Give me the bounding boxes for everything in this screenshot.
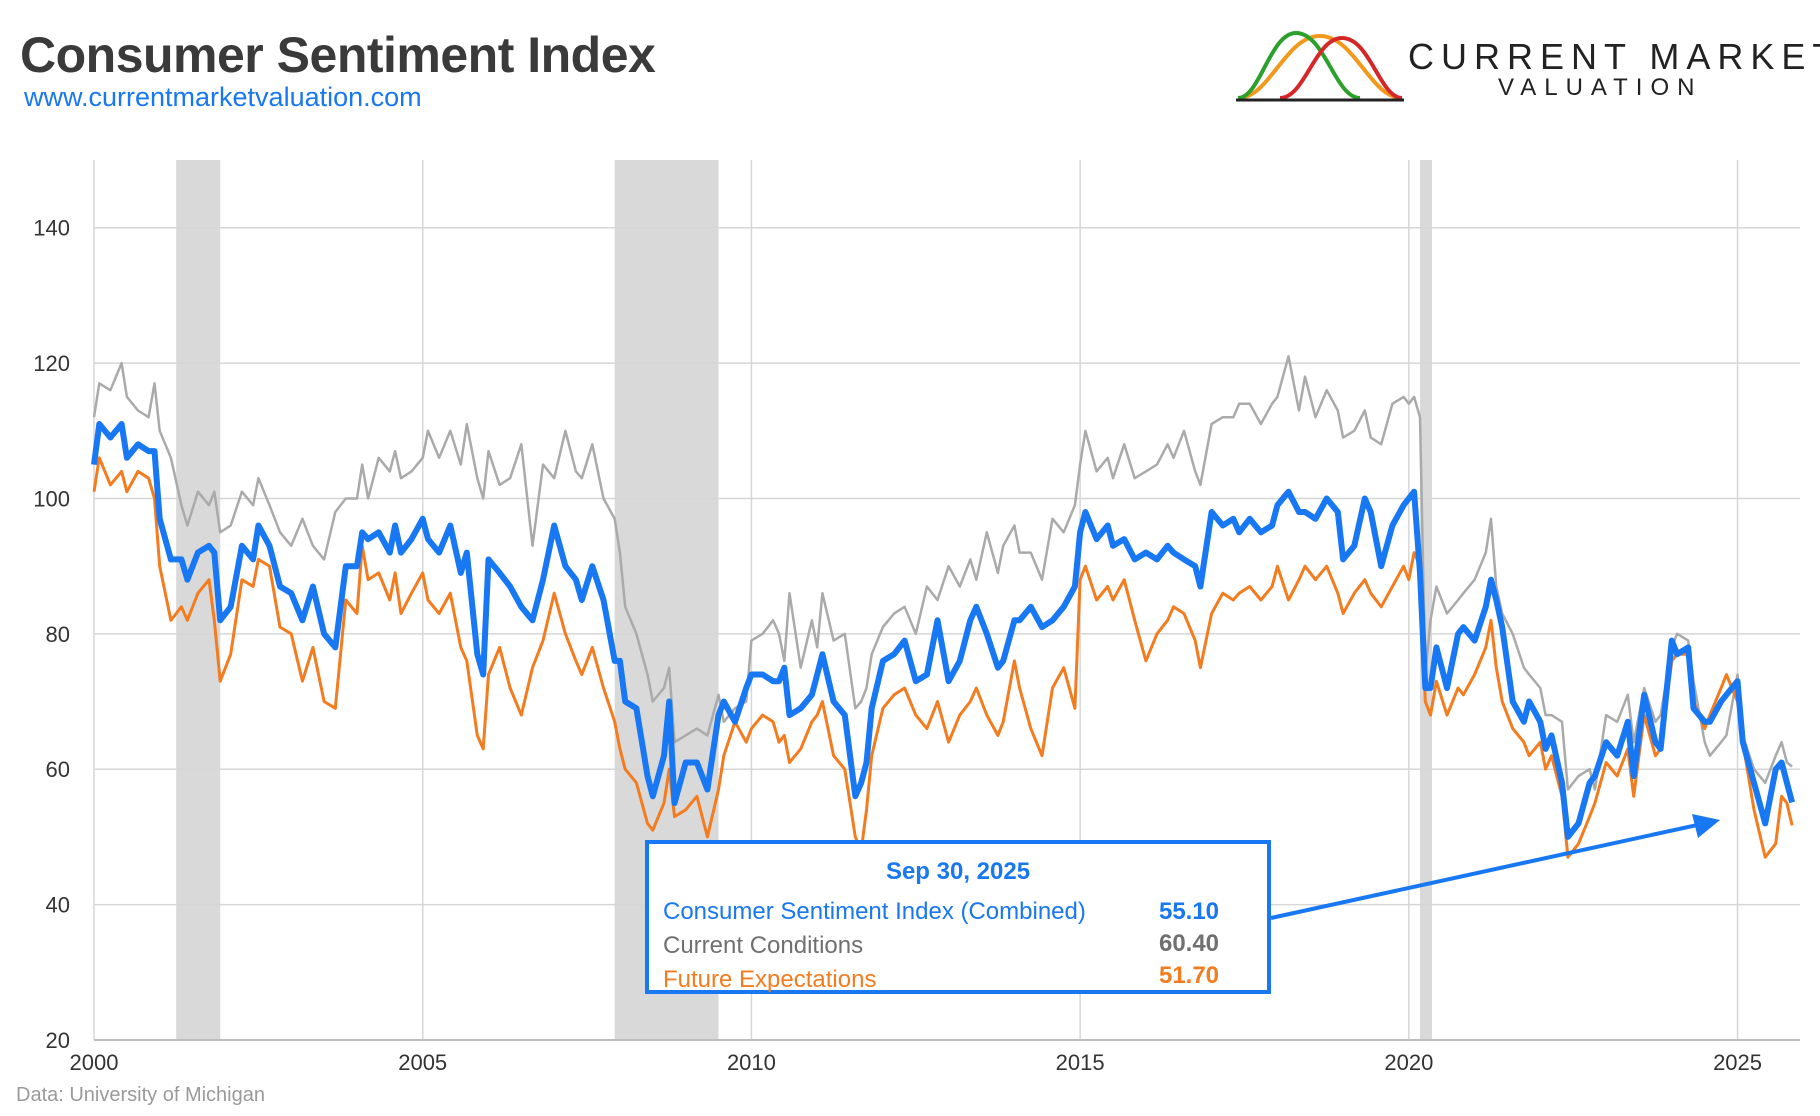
callout-arrow-head [1692,814,1720,838]
y-tick-label: 140 [33,216,70,241]
callout-label-combined: Consumer Sentiment Index (Combined) [663,898,1086,925]
callout-arrow [1270,814,1720,920]
recession-band-2 [1420,160,1433,1040]
x-tick-label: 2005 [398,1050,447,1075]
brand-logo: CURRENT MARKET VALUATION [1230,28,1820,108]
callout-value-combined: 55.10 [1158,898,1220,925]
y-tick-label: 100 [33,486,70,511]
website-link[interactable]: www.currentmarketvaluation.com [24,82,422,112]
x-tick-label: 2010 [727,1050,776,1075]
callout-value-expectations: 51.70 [1158,962,1220,989]
y-tick-label: 80 [46,622,70,647]
recession-band-0 [176,160,221,1040]
chart-series [91,355,1795,859]
callout-value-current: 60.40 [1158,930,1220,957]
page-title: Consumer Sentiment Index [20,27,656,83]
logo-text-top: CURRENT MARKET [1408,36,1820,77]
series-line-combined [91,421,1795,840]
x-tick-label: 2000 [70,1050,119,1075]
series-line-expectations [92,456,1794,859]
data-source-note: Data: University of Michigan [16,1084,265,1106]
callout-label-current: Current Conditions [663,932,864,959]
callout-arrow-shaft [1270,822,1701,920]
callout-date: Sep 30, 2025 [885,858,1031,885]
x-tick-label: 2025 [1713,1050,1762,1075]
chart-axes: 20 40 60 80 100 120 140 2000 2005 2010 2015 2020 202… [33,216,1800,1075]
callout-label-expectations: Future Expectations [663,966,877,993]
x-tick-label: 2015 [1056,1050,1105,1075]
series-line-current [92,355,1793,791]
x-tick-label: 2020 [1384,1050,1433,1075]
logo-text-bottom: VALUATION [1498,74,1703,101]
y-tick-label: 60 [46,757,70,782]
bell-curves-icon [1236,30,1404,102]
y-tick-label: 20 [46,1028,70,1053]
y-tick-label: 120 [33,351,70,376]
y-tick-label: 40 [46,893,70,918]
latest-value-callout: Sep 30, 2025 Consumer Sentiment Index (C… [645,840,1271,994]
